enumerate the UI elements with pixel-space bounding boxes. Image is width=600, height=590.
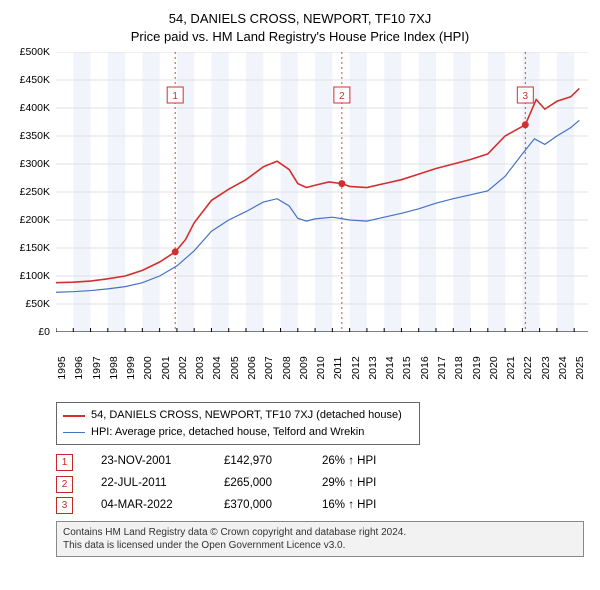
legend-label: HPI: Average price, detached house, Telf… [91, 424, 364, 441]
x-tick-label: 2025 [574, 357, 586, 380]
sale-date: 22-JUL-2011 [101, 473, 196, 495]
legend-swatch [63, 415, 85, 417]
x-tick-label: 2007 [263, 357, 275, 380]
title-subtitle: Price paid vs. HM Land Registry's House … [8, 28, 592, 46]
y-tick-label: £200K [20, 214, 50, 226]
legend-swatch [63, 432, 85, 433]
sale-marker-icon: 3 [56, 497, 73, 514]
x-tick-label: 2010 [315, 357, 327, 380]
y-tick-label: £250K [20, 186, 50, 198]
sale-hpi-delta: 29% ↑ HPI [322, 473, 402, 495]
x-tick-label: 2009 [298, 357, 310, 380]
legend-row: HPI: Average price, detached house, Telf… [63, 424, 413, 441]
y-tick-label: £100K [20, 270, 50, 282]
y-tick-label: £500K [20, 46, 50, 58]
x-tick-label: 1999 [125, 357, 137, 380]
legend: 54, DANIELS CROSS, NEWPORT, TF10 7XJ (de… [56, 402, 420, 445]
x-tick-label: 1998 [108, 357, 120, 380]
sale-price: £142,970 [224, 451, 294, 473]
x-tick-label: 2017 [436, 357, 448, 380]
x-tick-label: 2016 [419, 357, 431, 380]
title-address: 54, DANIELS CROSS, NEWPORT, TF10 7XJ [8, 10, 592, 28]
sales-table: 1 23-NOV-2001 £142,970 26% ↑ HPI 2 22-JUL-201… [56, 451, 584, 517]
x-tick-label: 2008 [281, 357, 293, 380]
x-tick-label: 2002 [177, 357, 189, 380]
x-tick-label: 2023 [540, 357, 552, 380]
svg-text:2: 2 [339, 91, 345, 102]
sale-price: £265,000 [224, 473, 294, 495]
line-chart: 1 2 3 [56, 52, 588, 332]
sale-date: 23-NOV-2001 [101, 451, 196, 473]
x-tick-label: 2000 [142, 357, 154, 380]
footer-line2: This data is licensed under the Open Gov… [63, 539, 577, 552]
y-axis: £0£50K£100K£150K£200K£250K£300K£350K£400… [8, 52, 54, 332]
x-tick-label: 2013 [367, 357, 379, 380]
y-tick-label: £300K [20, 158, 50, 170]
x-axis: 1995 1996 1997 1998 1999 2000 2001 2002 2003 2004… [56, 336, 588, 391]
legend-row: 54, DANIELS CROSS, NEWPORT, TF10 7XJ (de… [63, 407, 413, 424]
y-tick-label: £450K [20, 74, 50, 86]
x-tick-label: 2024 [557, 357, 569, 380]
x-tick-label: 2006 [246, 357, 258, 380]
sale-row: 3 04-MAR-2022 £370,000 16% ↑ HPI [56, 495, 584, 517]
sale-row: 1 23-NOV-2001 £142,970 26% ↑ HPI [56, 451, 584, 473]
x-tick-label: 2001 [160, 357, 172, 380]
legend-label: 54, DANIELS CROSS, NEWPORT, TF10 7XJ (de… [91, 407, 402, 424]
y-tick-label: £400K [20, 102, 50, 114]
chart-area: £0 £50K £100K £150K £200K £250K £300K £350K £400… [8, 52, 592, 392]
y-tick-label: £0 [38, 326, 50, 338]
sale-date: 04-MAR-2022 [101, 495, 196, 517]
sale-hpi-delta: 26% ↑ HPI [322, 451, 402, 473]
x-tick-label: 2021 [505, 357, 517, 380]
attribution-footer: Contains HM Land Registry data © Crown c… [56, 521, 584, 557]
x-tick-label: 2015 [401, 357, 413, 380]
x-tick-label: 2014 [384, 357, 396, 380]
x-tick-label: 2005 [229, 357, 241, 380]
x-tick-label: 2019 [471, 357, 483, 380]
sale-hpi-delta: 16% ↑ HPI [322, 495, 402, 517]
y-tick-label: £150K [20, 242, 50, 254]
x-tick-label: 2011 [332, 357, 344, 380]
sale-row: 2 22-JUL-2011 £265,000 29% ↑ HPI [56, 473, 584, 495]
x-tick-label: 1997 [91, 357, 103, 380]
x-tick-label: 1995 [56, 357, 68, 380]
x-tick-label: 2022 [522, 357, 534, 380]
footer-line1: Contains HM Land Registry data © Crown c… [63, 526, 577, 539]
sale-price: £370,000 [224, 495, 294, 517]
chart-container: 54, DANIELS CROSS, NEWPORT, TF10 7XJ Pri… [0, 0, 600, 590]
x-tick-label: 1996 [73, 357, 85, 380]
svg-text:1: 1 [172, 91, 178, 102]
x-tick-label: 2018 [453, 357, 465, 380]
x-tick-label: 2020 [488, 357, 500, 380]
y-tick-label: £50K [25, 298, 50, 310]
x-tick-label: 2004 [211, 357, 223, 380]
y-tick-label: £350K [20, 130, 50, 142]
sale-marker-icon: 2 [56, 476, 73, 493]
x-tick-label: 2012 [350, 357, 362, 380]
svg-text:3: 3 [523, 91, 529, 102]
x-tick-label: 2003 [194, 357, 206, 380]
sale-marker-icon: 1 [56, 454, 73, 471]
